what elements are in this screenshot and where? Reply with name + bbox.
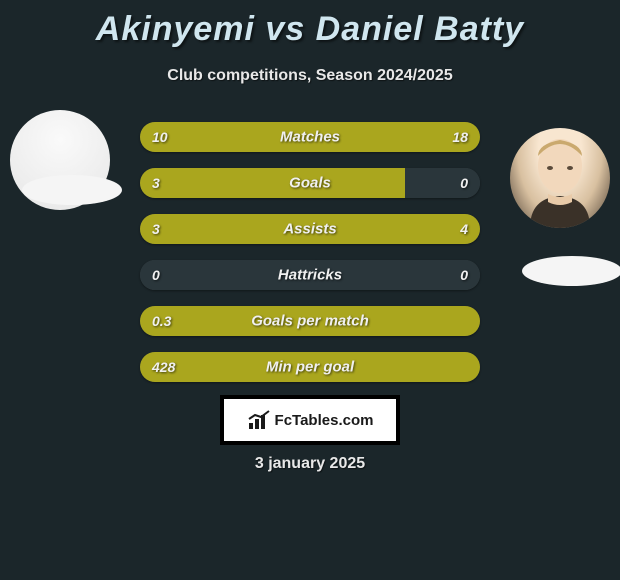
stat-row: 0 0 Hattricks <box>140 260 480 290</box>
stat-label: Goals <box>289 175 331 192</box>
stat-row: 0.3 Goals per match <box>140 306 480 336</box>
stat-row: 3 4 Assists <box>140 214 480 244</box>
stat-row: 10 18 Matches <box>140 122 480 152</box>
player2-avatar <box>510 128 610 228</box>
stat-row: 428 Min per goal <box>140 352 480 382</box>
stat-value-right: 0 <box>460 175 468 191</box>
stat-value-left: 10 <box>152 129 168 145</box>
stat-value-right: 4 <box>460 221 468 237</box>
stat-label: Assists <box>283 221 336 238</box>
stat-bar-left <box>140 214 286 244</box>
player1-flag <box>22 175 122 205</box>
stat-value-right: 0 <box>460 267 468 283</box>
source-badge: FcTables.com <box>220 395 400 445</box>
stat-bar-left <box>140 168 405 198</box>
stat-row: 3 0 Goals <box>140 168 480 198</box>
date-text: 3 january 2025 <box>0 455 620 473</box>
stat-value-right: 18 <box>452 129 468 145</box>
stat-value-left: 428 <box>152 359 175 375</box>
stat-label: Min per goal <box>266 359 354 376</box>
stat-value-left: 3 <box>152 175 160 191</box>
stat-value-left: 0.3 <box>152 313 171 329</box>
player2-flag <box>522 256 620 286</box>
badge-text: FcTables.com <box>275 412 374 429</box>
comparison-bars: 10 18 Matches 3 0 Goals 3 4 Assists 0 0 Hattricks 0.… <box>140 122 480 398</box>
page-title: Akinyemi vs Daniel Batty <box>0 0 620 49</box>
stat-label: Goals per match <box>251 313 369 330</box>
stat-value-left: 0 <box>152 267 160 283</box>
subtitle: Club competitions, Season 2024/2025 <box>0 67 620 85</box>
stat-label: Hattricks <box>278 267 342 284</box>
stat-label: Matches <box>280 129 340 146</box>
chart-icon <box>247 409 273 431</box>
stat-value-left: 3 <box>152 221 160 237</box>
